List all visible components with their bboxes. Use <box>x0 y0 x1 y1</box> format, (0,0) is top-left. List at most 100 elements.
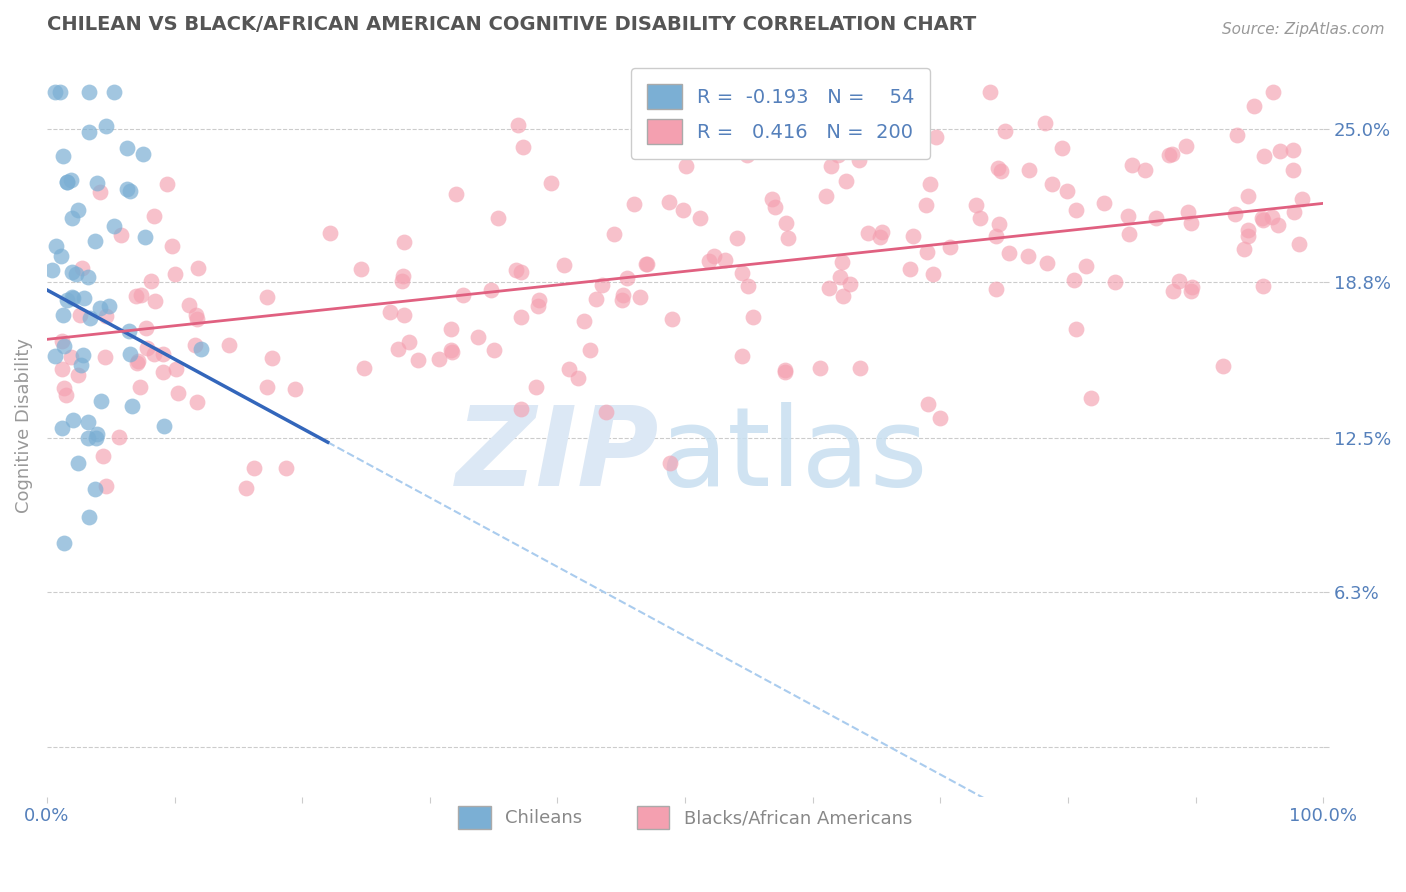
Point <box>1080 391 1102 405</box>
Point <box>1282 163 1305 178</box>
Point <box>177 298 200 312</box>
Point <box>636 257 658 271</box>
Point <box>152 347 174 361</box>
Point <box>675 159 697 173</box>
Point <box>742 310 765 324</box>
Point <box>183 337 205 351</box>
Point <box>131 288 153 302</box>
Point <box>142 209 165 223</box>
Y-axis label: Cognitive Disability: Cognitive Disability <box>15 338 32 514</box>
Point <box>44 349 66 363</box>
Point <box>591 278 613 293</box>
Point <box>73 291 96 305</box>
Point <box>1033 116 1056 130</box>
Point <box>486 211 509 225</box>
Point <box>53 535 76 549</box>
Point <box>129 380 152 394</box>
Point <box>387 342 409 356</box>
Point <box>1017 249 1039 263</box>
Point <box>524 380 547 394</box>
Legend: Chileans, Blacks/African Americans: Chileans, Blacks/African Americans <box>451 798 920 836</box>
Point <box>988 217 1011 231</box>
Point <box>110 227 132 242</box>
Point <box>52 381 75 395</box>
Point <box>831 289 853 303</box>
Point <box>284 382 307 396</box>
Point <box>62 291 84 305</box>
Point <box>1177 205 1199 219</box>
Point <box>918 177 941 191</box>
Point <box>1181 279 1204 293</box>
Point <box>1253 149 1275 163</box>
Point <box>697 254 720 268</box>
Point <box>84 482 107 496</box>
Point <box>1121 158 1143 172</box>
Point <box>773 365 796 379</box>
Point <box>1104 275 1126 289</box>
Point <box>969 211 991 226</box>
Text: Source: ZipAtlas.com: Source: ZipAtlas.com <box>1222 22 1385 37</box>
Point <box>139 274 162 288</box>
Point <box>1268 144 1291 158</box>
Point <box>117 181 139 195</box>
Point <box>703 250 725 264</box>
Text: CHILEAN VS BLACK/AFRICAN AMERICAN COGNITIVE DISABILITY CORRELATION CHART: CHILEAN VS BLACK/AFRICAN AMERICAN COGNIT… <box>46 15 976 34</box>
Point <box>814 188 837 202</box>
Point <box>243 460 266 475</box>
Point <box>56 293 79 307</box>
Point <box>60 290 83 304</box>
Point <box>1180 284 1202 298</box>
Point <box>440 322 463 336</box>
Point <box>776 230 799 244</box>
Point <box>187 260 209 275</box>
Point <box>558 361 581 376</box>
Point <box>658 194 681 209</box>
Point <box>506 118 529 132</box>
Point <box>714 253 737 268</box>
Point <box>262 351 284 366</box>
Point <box>922 267 945 281</box>
Point <box>274 461 297 475</box>
Point <box>1223 207 1246 221</box>
Point <box>763 200 786 214</box>
Point <box>1064 202 1087 217</box>
Point <box>156 178 179 192</box>
Point <box>659 456 682 470</box>
Point <box>108 430 131 444</box>
Point <box>603 227 626 241</box>
Point <box>235 481 257 495</box>
Point <box>505 263 527 277</box>
Point <box>44 85 66 99</box>
Point <box>984 229 1007 244</box>
Point <box>218 338 240 352</box>
Point <box>775 216 797 230</box>
Point <box>77 125 100 139</box>
Point <box>1074 260 1097 274</box>
Point <box>392 269 415 284</box>
Point <box>1237 223 1260 237</box>
Point <box>378 305 401 319</box>
Point <box>60 350 83 364</box>
Point <box>612 288 634 302</box>
Point <box>86 426 108 441</box>
Point <box>827 148 849 162</box>
Point <box>1253 278 1275 293</box>
Point <box>567 370 589 384</box>
Point <box>1157 147 1180 161</box>
Point <box>616 271 638 285</box>
Point <box>186 312 208 326</box>
Point <box>56 175 79 189</box>
Point <box>41 263 63 277</box>
Point <box>820 159 842 173</box>
Point <box>353 361 375 376</box>
Point <box>578 343 600 357</box>
Point <box>987 161 1010 175</box>
Point <box>70 260 93 275</box>
Point <box>132 147 155 161</box>
Point <box>856 227 879 241</box>
Point <box>319 226 342 240</box>
Point <box>66 202 89 217</box>
Point <box>60 211 83 225</box>
Text: ZIP: ZIP <box>456 402 659 509</box>
Point <box>94 479 117 493</box>
